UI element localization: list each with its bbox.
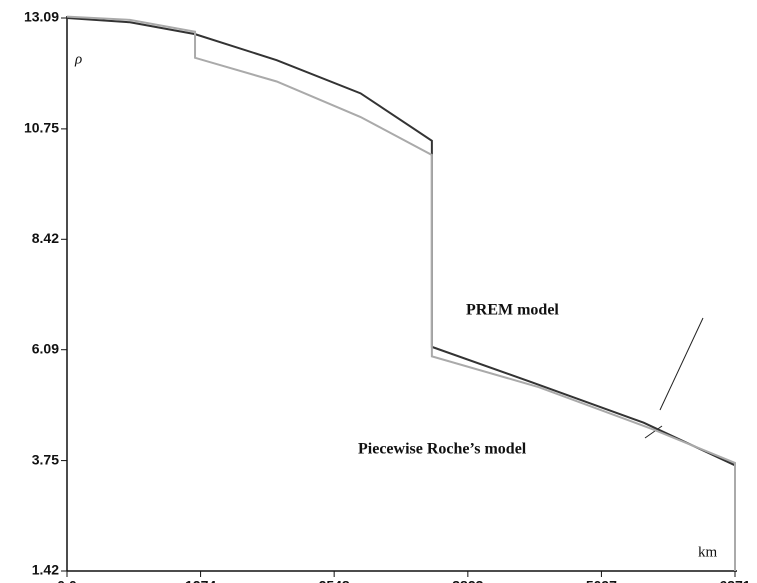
x-tick-label: 1274	[185, 578, 216, 583]
x-tick-label: 2548	[319, 578, 350, 583]
series-line	[66, 15, 736, 571]
x-tick-label: 5097	[586, 578, 617, 583]
leader-line	[659, 317, 704, 411]
series-line	[66, 17, 736, 467]
y-tick-label: 1.42	[32, 562, 59, 578]
annotation: Piecewise Roche’s model	[358, 441, 527, 458]
y-tick-label: 6.09	[32, 340, 59, 356]
y-axis-label: ρ	[74, 51, 82, 67]
y-tick-label: 8.42	[32, 230, 59, 246]
x-tick-label: 0.0	[57, 578, 77, 583]
x-tick-label: 6371	[719, 578, 750, 583]
x-tick-label: 3823	[452, 578, 483, 583]
x-axis-label: km	[698, 544, 718, 560]
y-tick-label: 3.75	[32, 451, 59, 467]
y-tick-label: 10.75	[24, 120, 59, 136]
y-tick-label: 13.09	[24, 9, 59, 25]
annotation: PREM model	[466, 302, 559, 319]
leader-line	[644, 425, 663, 439]
